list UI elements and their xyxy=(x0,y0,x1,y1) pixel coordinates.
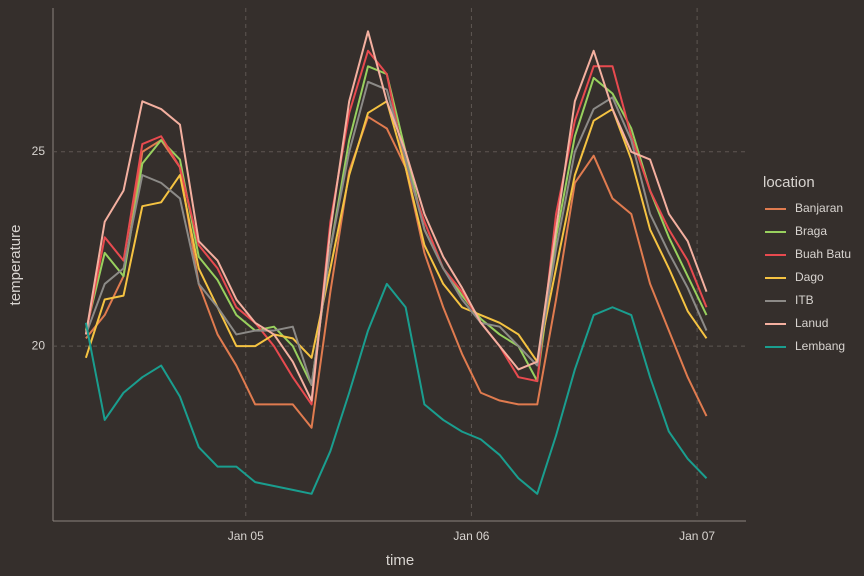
x-tick-label: Jan 06 xyxy=(453,529,489,543)
y-tick-label: 25 xyxy=(32,144,46,158)
legend-label: Banjaran xyxy=(795,201,843,215)
y-axis-label: temperature xyxy=(7,225,24,306)
legend-label: Buah Batu xyxy=(795,247,851,261)
legend-label: ITB xyxy=(795,293,814,307)
x-axis-label: time xyxy=(386,552,414,569)
legend-label: Dago xyxy=(795,270,824,284)
x-tick-label: Jan 07 xyxy=(679,529,715,543)
series-line xyxy=(84,30,708,402)
legend-label: Braga xyxy=(795,224,827,238)
legend-label: Lembang xyxy=(795,339,845,353)
x-tick-label: Jan 05 xyxy=(228,529,264,543)
legend-title: location xyxy=(763,174,815,191)
y-tick-label: 20 xyxy=(32,338,46,352)
series-line xyxy=(84,282,708,495)
series-line xyxy=(84,100,708,363)
series-line xyxy=(84,49,708,406)
legend-label: Lanud xyxy=(795,316,828,330)
